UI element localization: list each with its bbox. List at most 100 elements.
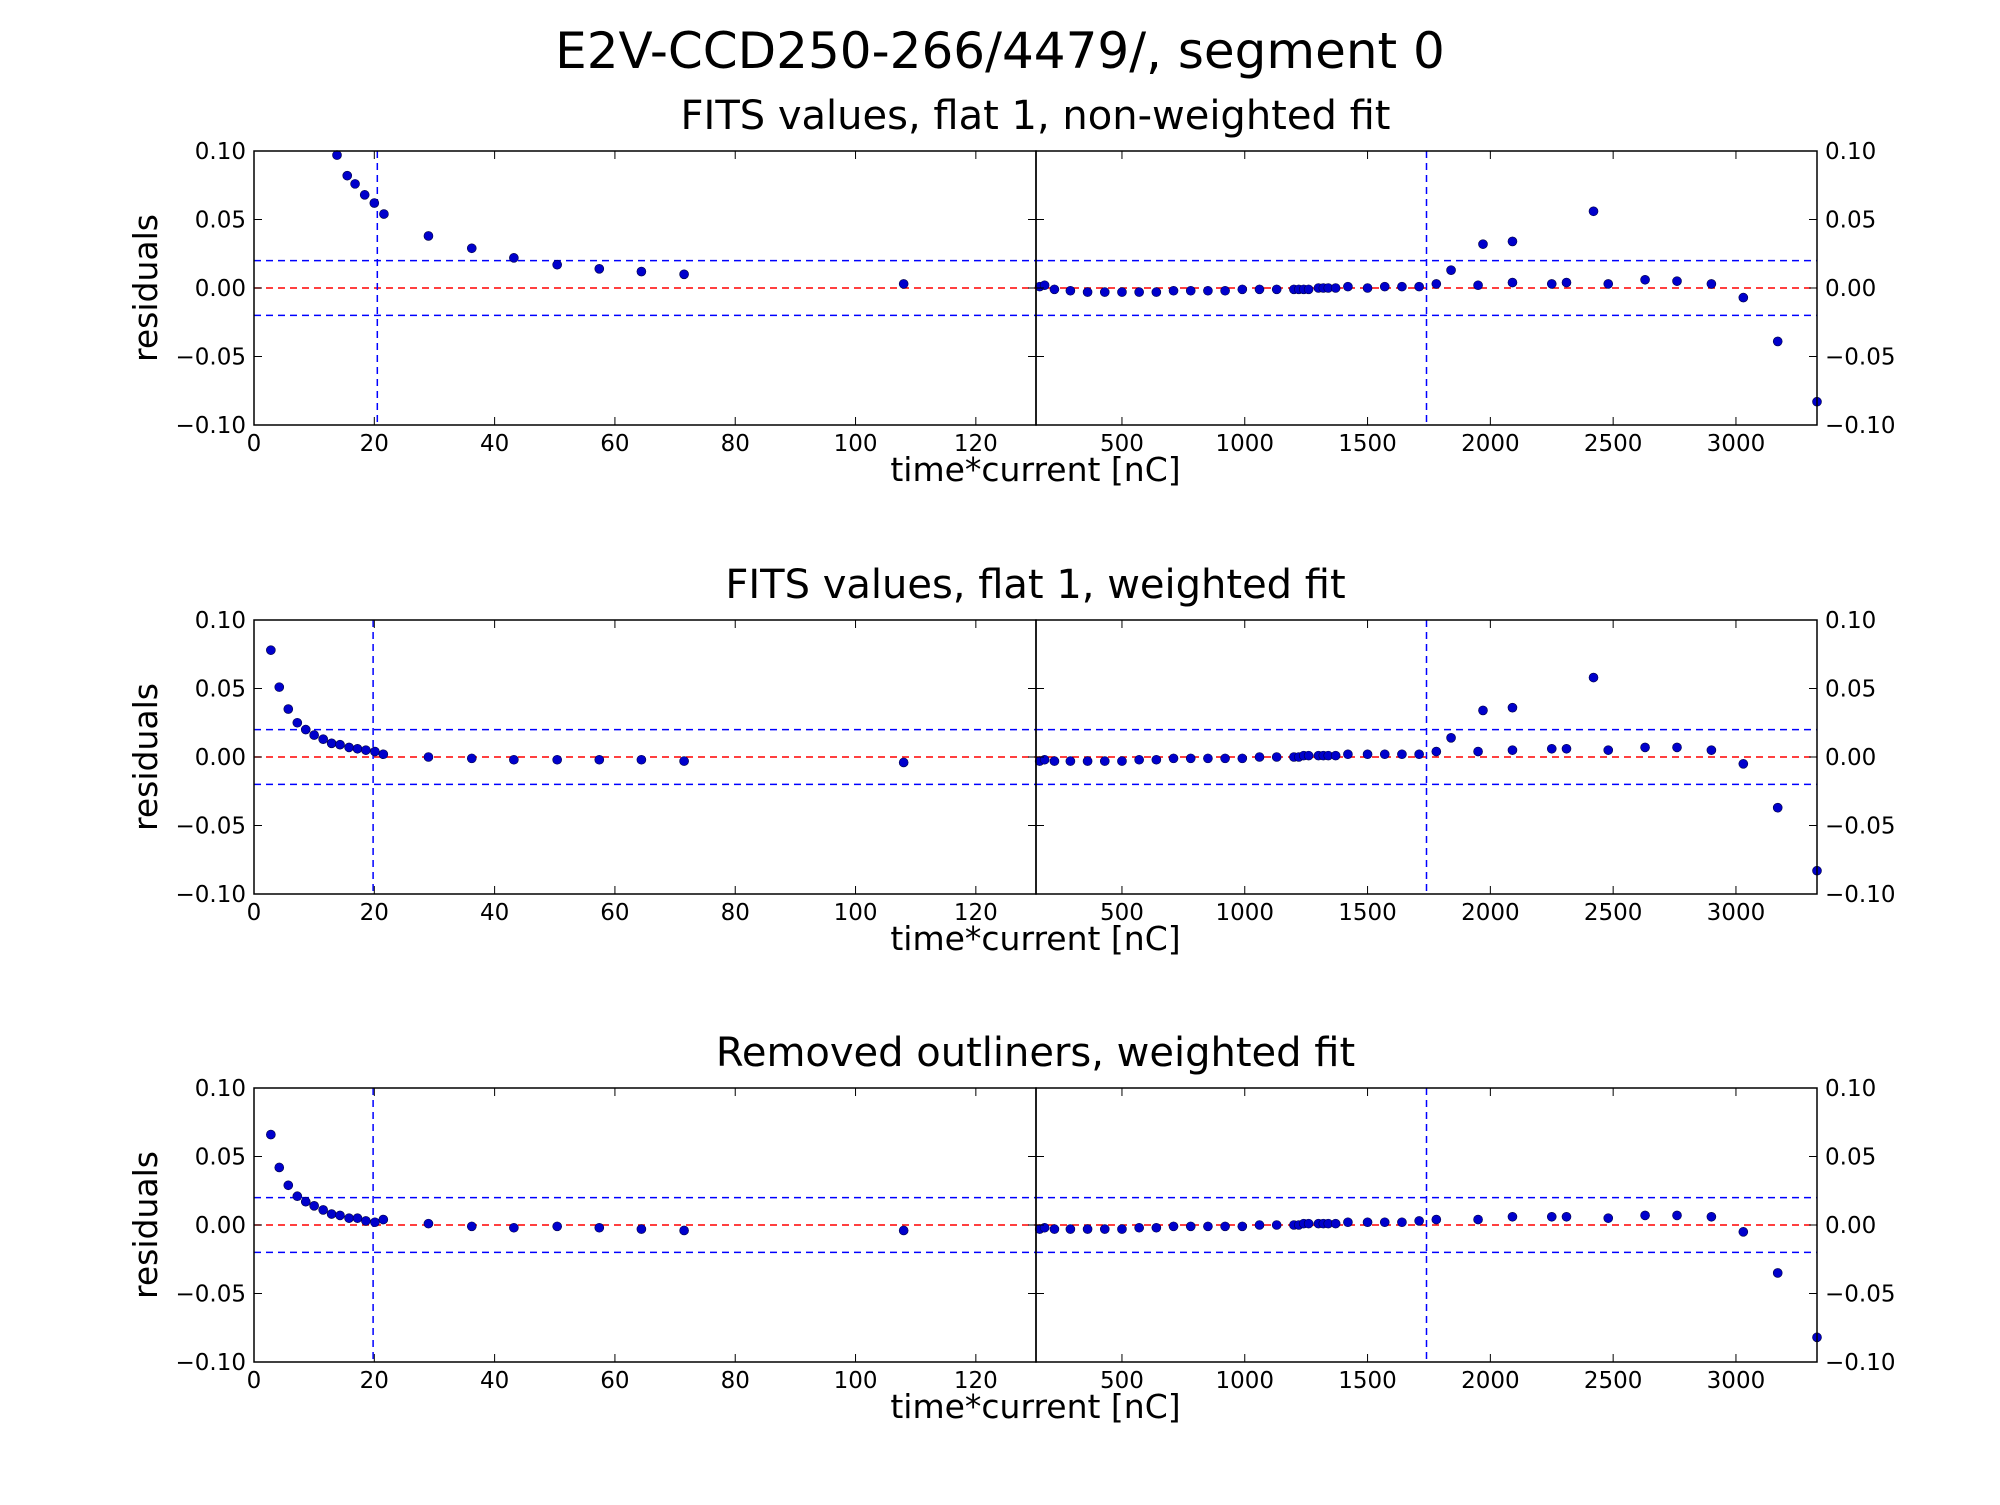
y-tick-label-left: −0.10 xyxy=(176,882,246,908)
y-tick-label-left: 0.05 xyxy=(195,1145,246,1171)
y-tick-label-left: 0.05 xyxy=(195,208,246,234)
data-point xyxy=(1738,292,1749,303)
data-point xyxy=(1271,284,1282,295)
y-tick-label-left: 0.05 xyxy=(195,677,246,703)
y-tick-label-right: −0.05 xyxy=(1825,814,1895,840)
data-point xyxy=(1185,285,1196,296)
x-tick-label: 500 xyxy=(1100,431,1144,457)
data-point xyxy=(423,1218,434,1229)
x-tick-label: 2000 xyxy=(1461,900,1520,926)
data-point xyxy=(350,179,360,189)
x-tick-label: 1500 xyxy=(1338,900,1397,926)
x-tick-label: 40 xyxy=(480,900,509,926)
data-point xyxy=(1099,756,1110,766)
data-point xyxy=(1082,287,1093,297)
data-point xyxy=(552,259,562,270)
data-point xyxy=(1507,1211,1518,1222)
data-point xyxy=(1706,1211,1717,1222)
data-point xyxy=(1220,285,1230,296)
data-point xyxy=(1271,752,1282,762)
panels: FITS values, flat 1, non-weighted fit 0 20… xyxy=(126,93,1895,1426)
data-point xyxy=(1507,702,1518,713)
data-point xyxy=(1473,1214,1483,1225)
data-point xyxy=(1065,285,1076,296)
x-tick-label: 0 xyxy=(247,900,262,926)
x-tick-label: 60 xyxy=(600,900,629,926)
data-point xyxy=(1065,756,1076,766)
x-tick-label: 100 xyxy=(834,900,878,926)
data-point xyxy=(1330,283,1341,293)
data-point xyxy=(1303,284,1314,295)
y-tick-label-right: 0.05 xyxy=(1825,208,1876,234)
data-point xyxy=(1330,1218,1341,1229)
data-point xyxy=(1588,206,1599,217)
subplot-right: 500 1000 1500 2000 2500 3000 xyxy=(1034,619,1822,926)
data-point xyxy=(379,209,389,219)
data-point xyxy=(466,753,477,764)
x-tick-label: 80 xyxy=(721,1368,750,1394)
data-point xyxy=(1546,1211,1557,1222)
x-tick-label: 100 xyxy=(834,431,878,457)
data-point xyxy=(361,1216,371,1226)
data-point xyxy=(292,1191,303,1202)
data-point xyxy=(1446,733,1456,743)
data-point xyxy=(1738,1227,1749,1237)
data-point xyxy=(309,1201,319,1211)
data-point xyxy=(1706,279,1717,289)
data-point xyxy=(344,1213,354,1223)
y-tick-label-left: 0.00 xyxy=(195,745,246,771)
y-tick-label-left: 0.00 xyxy=(195,276,246,302)
data-point xyxy=(369,198,380,208)
y-tick-label-right: 0.00 xyxy=(1825,1213,1876,1239)
data-point xyxy=(309,730,319,740)
data-point xyxy=(1134,287,1144,297)
data-point xyxy=(335,739,345,750)
data-point xyxy=(1507,745,1518,755)
data-point xyxy=(1271,1220,1282,1230)
data-point xyxy=(1672,1210,1682,1221)
data-point xyxy=(1049,1224,1060,1234)
data-point xyxy=(1772,1268,1783,1278)
x-tick-label: 3000 xyxy=(1707,431,1766,457)
data-point xyxy=(1379,281,1390,292)
data-point xyxy=(1099,287,1110,297)
y-tick-label-right: −0.10 xyxy=(1825,413,1895,439)
data-point xyxy=(594,754,605,765)
x-tick-label: 1000 xyxy=(1215,431,1274,457)
data-point xyxy=(1082,1224,1093,1234)
data-point xyxy=(423,752,434,762)
x-tick-label: 2500 xyxy=(1584,1368,1643,1394)
y-tick-label-right: −0.10 xyxy=(1825,1350,1895,1376)
subplot-frame xyxy=(1035,150,1818,426)
data-point xyxy=(1117,756,1127,766)
data-point xyxy=(332,150,342,160)
data-point xyxy=(1254,1220,1265,1230)
data-point xyxy=(1049,756,1060,766)
data-point xyxy=(1473,280,1483,291)
data-point xyxy=(1546,279,1557,289)
data-point xyxy=(1185,753,1196,764)
data-point xyxy=(326,1209,337,1219)
data-point xyxy=(274,682,285,692)
x-tick-label: 1000 xyxy=(1215,1368,1274,1394)
data-point xyxy=(1446,265,1456,275)
data-point xyxy=(1603,1213,1614,1223)
x-tick-label: 1500 xyxy=(1338,431,1397,457)
data-point xyxy=(1343,281,1353,292)
data-point xyxy=(679,756,689,766)
data-point xyxy=(1672,276,1682,286)
data-point xyxy=(359,190,370,200)
x-tick-label: 0 xyxy=(247,431,262,457)
x-tick-label: 0 xyxy=(247,1368,262,1394)
data-point xyxy=(1772,336,1783,347)
data-points xyxy=(1034,206,1822,407)
data-point xyxy=(1397,749,1407,760)
data-point xyxy=(344,742,354,753)
data-point xyxy=(1203,285,1213,296)
data-point xyxy=(1303,1218,1314,1229)
data-point xyxy=(1478,705,1488,716)
panel-title: FITS values, flat 1, weighted fit xyxy=(725,562,1345,608)
data-point xyxy=(283,704,294,714)
data-point xyxy=(326,738,337,749)
x-tick-label: 20 xyxy=(360,900,389,926)
